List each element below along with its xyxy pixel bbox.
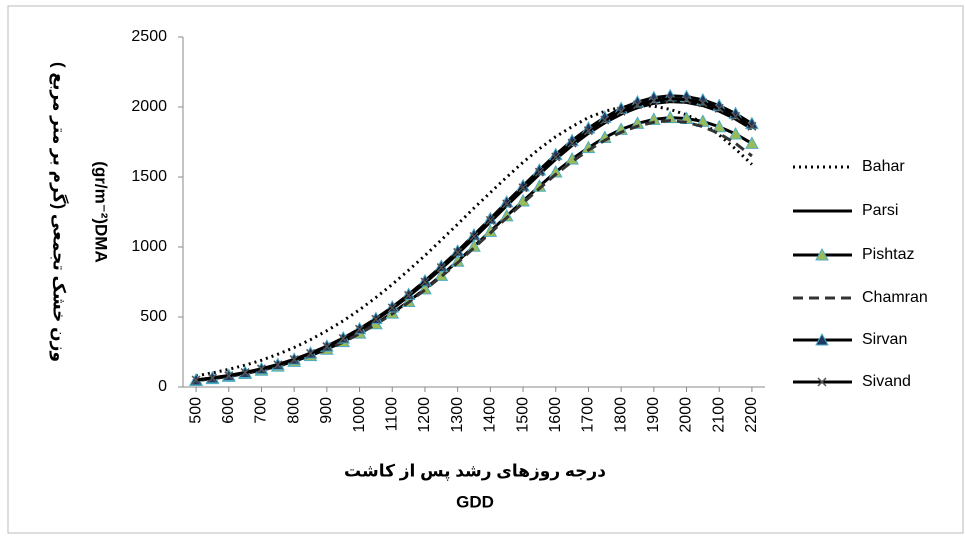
y-tick-label: 2500 bbox=[131, 28, 167, 45]
data-point bbox=[649, 96, 659, 106]
data-point bbox=[712, 119, 727, 133]
x-tick-label: 1200 bbox=[416, 397, 433, 433]
data-point bbox=[745, 136, 759, 149]
x-tick-label: 2000 bbox=[678, 397, 695, 433]
legend-label: Sivand bbox=[862, 373, 911, 390]
data-point bbox=[240, 368, 250, 378]
data-point bbox=[207, 373, 217, 383]
data-point bbox=[567, 138, 577, 148]
y-tick-label: 0 bbox=[158, 378, 167, 395]
data-point bbox=[665, 94, 675, 104]
x-tick-label: 2200 bbox=[743, 397, 760, 433]
legend-label: Chamran bbox=[862, 289, 928, 306]
data-point bbox=[273, 360, 283, 370]
data-point bbox=[534, 167, 544, 177]
x-tick-label: 1100 bbox=[383, 397, 400, 432]
x-tick-label: 1400 bbox=[482, 397, 499, 433]
series-line bbox=[195, 103, 753, 378]
data-point bbox=[305, 348, 316, 358]
data-point bbox=[502, 199, 512, 209]
x-tick-label: 800 bbox=[285, 397, 302, 424]
x-tick-label: 1500 bbox=[514, 397, 531, 433]
x-tick-label: 1300 bbox=[449, 397, 466, 433]
data-point bbox=[728, 126, 743, 140]
data-point bbox=[548, 164, 563, 178]
data-point bbox=[453, 247, 463, 257]
x-tick-label: 600 bbox=[220, 397, 237, 424]
data-point bbox=[485, 215, 495, 225]
y-axis-title-fa: وزن خشک تجمعی (گرم بر متر مربع ) bbox=[49, 62, 70, 362]
y-tick-label: 500 bbox=[140, 308, 167, 325]
data-point bbox=[698, 98, 708, 108]
data-point bbox=[469, 231, 479, 242]
data-point bbox=[436, 263, 446, 273]
data-point bbox=[600, 115, 610, 125]
legend-marker bbox=[815, 247, 829, 261]
y-tick-label: 2000 bbox=[131, 98, 167, 115]
data-point bbox=[632, 100, 643, 110]
data-point bbox=[256, 364, 267, 374]
data-point bbox=[518, 183, 528, 193]
x-tick-label: 500 bbox=[187, 397, 204, 424]
legend-label: Bahar bbox=[862, 158, 905, 175]
data-point bbox=[731, 111, 741, 121]
legend-label: Sirvan bbox=[862, 331, 907, 348]
data-point bbox=[630, 116, 645, 129]
y-tick-label: 1000 bbox=[131, 238, 167, 255]
x-tick-label: 1700 bbox=[580, 397, 597, 433]
data-point bbox=[616, 106, 626, 116]
x-tick-label: 1800 bbox=[612, 397, 629, 433]
y-axis-title: (gr/m⁻²)DMA bbox=[92, 161, 111, 263]
legend-marker bbox=[815, 332, 829, 346]
legend-label: Parsi bbox=[862, 202, 898, 219]
x-tick-label: 1600 bbox=[547, 397, 564, 433]
data-point bbox=[420, 277, 430, 287]
legend-marker bbox=[817, 377, 827, 387]
y-tick-label: 1500 bbox=[131, 168, 167, 185]
x-tick-label: 700 bbox=[253, 397, 270, 424]
data-point bbox=[583, 126, 593, 136]
data-point bbox=[371, 314, 381, 324]
x-tick-label: 2100 bbox=[710, 397, 727, 433]
data-point bbox=[289, 355, 299, 365]
data-point bbox=[714, 103, 724, 113]
data-point bbox=[696, 114, 710, 127]
x-tick-label: 1900 bbox=[645, 397, 662, 433]
data-point bbox=[747, 121, 757, 131]
data-point bbox=[681, 95, 692, 105]
x-axis-title-fa: درجه روزهای رشد پس از کاشت bbox=[344, 461, 606, 481]
data-point bbox=[551, 152, 561, 162]
x-tick-label: 1000 bbox=[351, 397, 368, 433]
data-point bbox=[499, 208, 514, 222]
frame bbox=[7, 5, 964, 534]
data-point bbox=[338, 333, 348, 343]
data-point bbox=[191, 375, 201, 385]
data-point bbox=[404, 290, 414, 300]
data-point bbox=[322, 342, 332, 352]
data-point bbox=[387, 303, 397, 313]
data-point bbox=[355, 324, 365, 334]
x-tick-label: 900 bbox=[318, 397, 335, 424]
legend-label: Pishtaz bbox=[862, 246, 914, 263]
x-axis-title: GDD bbox=[456, 492, 494, 511]
data-point bbox=[224, 371, 234, 381]
